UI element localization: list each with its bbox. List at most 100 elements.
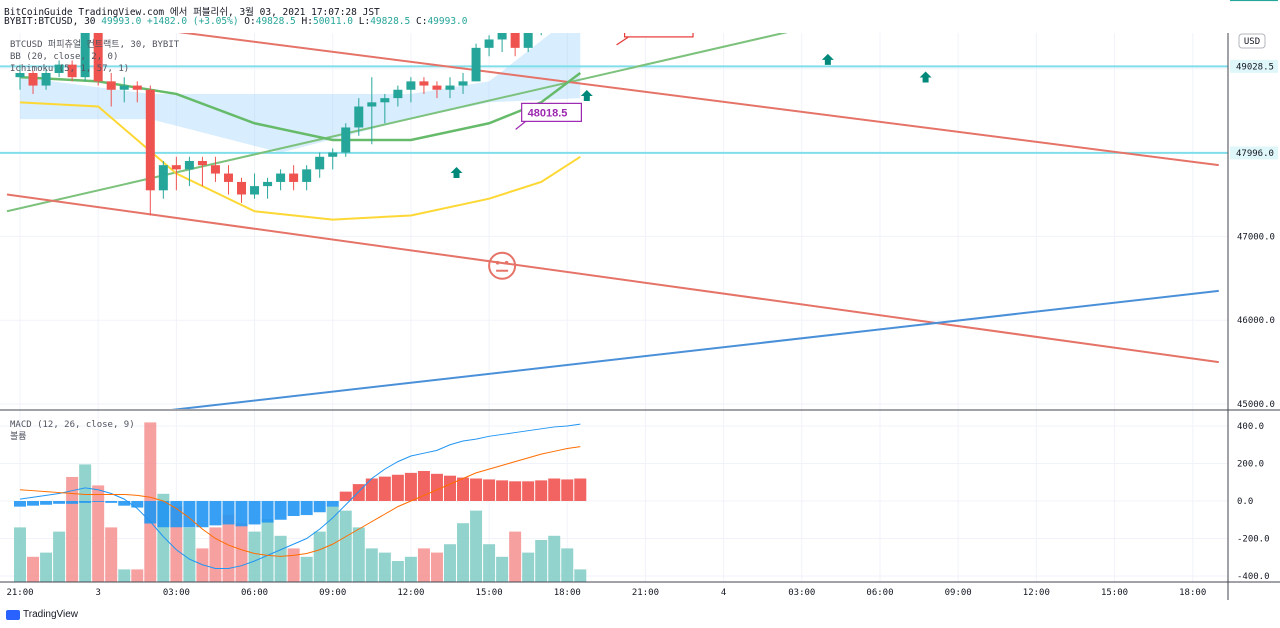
macd-histogram-bar	[105, 501, 118, 503]
price-tick-label: 47000.0	[1237, 232, 1275, 242]
candle-up	[550, 6, 559, 19]
change: +1482.0 (+3.05%)	[147, 16, 239, 27]
macd-histogram-bar	[561, 479, 574, 501]
ohlc-header: BYBIT:BTCUSD, 30 49993.0 +1482.0 (+3.05%…	[4, 16, 467, 27]
candle-up	[380, 98, 390, 103]
volume-bar	[222, 514, 235, 582]
signal-line	[19, 446, 581, 557]
blue-support	[171, 289, 1219, 409]
volume-bar	[574, 569, 587, 582]
volume-bar	[313, 531, 326, 582]
volume-bar	[378, 552, 391, 582]
candle-up	[354, 106, 364, 128]
macd-histogram-bar	[118, 501, 131, 506]
green-channel-mid	[6, 33, 788, 213]
callout-pointer	[616, 36, 629, 46]
volume-bar	[404, 556, 417, 582]
candle-up	[367, 102, 377, 107]
macd-histogram-bar	[53, 501, 66, 504]
neutral-eye	[495, 260, 500, 265]
macd-histogram-bar	[417, 471, 430, 501]
green-channel-top	[7, 0, 1219, 10]
h-label: H:	[301, 16, 313, 27]
candle-up	[484, 39, 494, 48]
time-tick-label: 18:00	[1179, 588, 1206, 598]
macd-histogram-bar	[365, 478, 378, 501]
buy-arrow-icon	[450, 167, 463, 179]
time-tick-label: 4	[721, 588, 726, 598]
volume-bar	[535, 540, 548, 582]
volume-bar	[430, 552, 443, 582]
buy-arrow-icon	[821, 53, 834, 65]
candle-up	[471, 47, 481, 82]
macd-histogram-bar	[430, 473, 443, 501]
annotation-49073: 49073.5	[616, 33, 694, 46]
o-label: O:	[244, 16, 256, 27]
time-tick-label: 12:00	[1023, 588, 1050, 598]
volume-bar	[183, 527, 196, 582]
low-value: 49828.5	[370, 16, 411, 27]
volume-bar	[391, 561, 404, 582]
macd-histogram-bar	[196, 501, 209, 528]
macd-histogram-bar	[496, 480, 509, 501]
tradingview-logo-icon	[6, 609, 20, 620]
volume-bar	[27, 556, 40, 582]
candle-down	[419, 81, 429, 86]
candle-down	[289, 173, 299, 182]
candle-up	[563, 0, 572, 6]
callout-pointer	[515, 120, 527, 130]
brand-text: TradingView	[23, 609, 79, 620]
macd-histogram-bar	[313, 501, 326, 513]
macd-histogram-bar	[183, 501, 196, 528]
price-tick-label: 45000.0	[1237, 400, 1275, 410]
volume-bar	[131, 569, 144, 582]
macd-histogram-bar	[522, 481, 535, 501]
time-tick-label: 06:00	[241, 588, 268, 598]
volume-bar	[509, 531, 522, 582]
neutral-face-icon	[488, 251, 517, 280]
buy-arrow-icon	[919, 71, 932, 83]
macd-histogram-bar	[326, 501, 339, 507]
volume-bar	[522, 552, 535, 582]
candle-down	[237, 181, 247, 195]
volume-bar	[561, 548, 574, 582]
legend-ichimoku: Ichimoku (5, 1, 57, 1)	[10, 64, 129, 74]
macd-histogram-bar	[157, 501, 170, 528]
legend-volume: 볼륨	[10, 431, 27, 442]
time-tick-label: 06:00	[866, 588, 893, 598]
time-tick-label: 09:00	[319, 588, 346, 598]
candle-down	[132, 85, 142, 90]
volume-bar	[352, 527, 365, 582]
macd-histogram-bar	[222, 501, 235, 525]
macd-histogram-bar	[574, 478, 587, 501]
level-49028-axis-label-text: 49028.5	[1236, 62, 1274, 72]
macd-pane[interactable]	[14, 422, 587, 582]
macd-histogram-bar	[40, 501, 53, 505]
macd-tick-label: -200.0	[1237, 535, 1270, 545]
ichimoku-cloud	[20, 33, 581, 153]
candle-down	[145, 89, 155, 191]
macd-histogram-bar	[300, 501, 313, 516]
support-47996-axis-label	[1230, 146, 1278, 160]
last-price-axis-label	[1230, 0, 1278, 2]
red-channel-top	[177, 33, 1219, 167]
time-tick-label: 18:00	[554, 588, 581, 598]
candle-up	[445, 85, 455, 90]
annotation-48018: 48018.5	[515, 102, 582, 130]
time-tick-label: 03:00	[163, 588, 190, 598]
candle-up	[302, 169, 312, 182]
candle-down	[106, 81, 116, 90]
macd-histogram-bar	[352, 484, 365, 501]
axes: 21:00 3 03:00 06:00 09:00 12:00 15:00 18:00 21:0…	[6, 0, 1278, 598]
volume-bar	[457, 523, 470, 582]
candle-down	[171, 165, 181, 170]
c-label: C:	[415, 16, 428, 27]
tradingview-brand[interactable]: TradingView	[6, 609, 78, 620]
macd-histogram-bar	[443, 475, 456, 501]
volume-bar	[105, 527, 118, 582]
currency-badge[interactable]: USD	[1238, 33, 1266, 49]
macd-histogram-bar	[170, 501, 183, 528]
volume-bar	[300, 556, 313, 582]
